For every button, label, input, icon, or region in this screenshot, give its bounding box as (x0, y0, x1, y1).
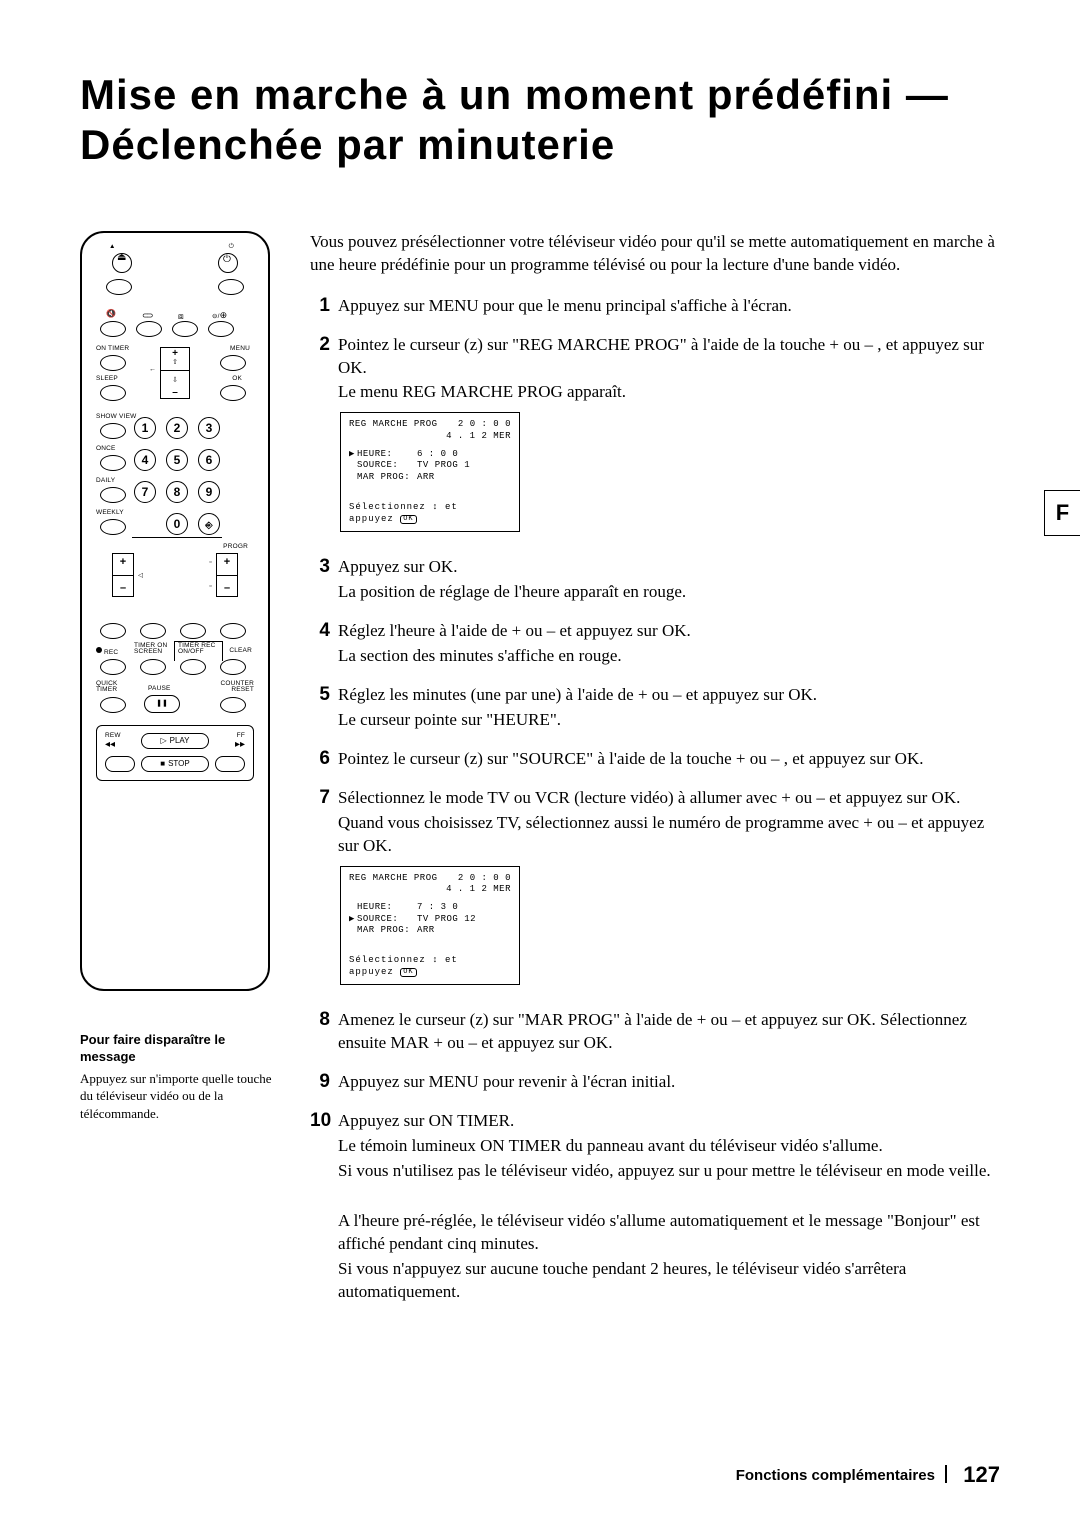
step-number: 10 (310, 1110, 338, 1306)
num-6: 6 (198, 449, 220, 471)
step-number: 6 (310, 748, 338, 773)
volume-rocker: + – (112, 553, 134, 597)
sleep-button (100, 385, 126, 401)
step-body: Appuyez sur ON TIMER.Le témoin lumineux … (338, 1110, 1000, 1306)
osd-screen: REG MARCHE PROG2 0 : 0 04 . 1 2 MERHEURE… (340, 866, 520, 986)
section-tab: F (1044, 490, 1080, 536)
play-button: ▷ PLAY (141, 733, 209, 749)
note-body: Appuyez sur n'importe quelle touche du t… (80, 1070, 280, 1123)
step-body: Appuyez sur MENU pour que le menu princi… (338, 295, 1000, 320)
ff-button (215, 756, 245, 772)
step-5: 5Réglez les minutes (une par une) à l'ai… (310, 684, 1000, 734)
step-body: Sélectionnez le mode TV ou VCR (lecture … (338, 787, 1000, 996)
eject-button (112, 253, 132, 273)
step-body: Pointez le curseur (z) sur "REG MARCHE P… (338, 334, 1000, 543)
menu-button (220, 355, 246, 371)
rec-button (100, 659, 126, 675)
input-button (208, 321, 234, 337)
on-timer-button (100, 355, 126, 371)
num7-oval (100, 487, 126, 503)
num-1: 1 (134, 417, 156, 439)
step-body: Amenez le curseur (z) sur "MAR PROG" à l… (338, 1009, 1000, 1057)
footer-page-number: 127 (963, 1462, 1000, 1487)
num0-oval (100, 519, 126, 535)
dpad: + ⇧ ← ⇩ – (160, 347, 190, 399)
steps-list: 1Appuyez sur MENU pour que le menu princ… (310, 295, 1000, 1306)
footer-section: Fonctions complémentaires (736, 1467, 935, 1484)
progr-rocker: + – (216, 553, 238, 597)
num4-oval (100, 455, 126, 471)
intro-text: Vous pouvez présélectionner votre télévi… (310, 231, 1000, 277)
step-2: 2Pointez le curseur (z) sur "REG MARCHE … (310, 334, 1000, 543)
step-number: 7 (310, 787, 338, 996)
rew-button (105, 756, 135, 772)
wide-button (172, 321, 198, 337)
power-oval (218, 279, 244, 295)
mute-button (100, 321, 126, 337)
note: Pour faire disparaître le message Appuye… (80, 1031, 280, 1123)
remote-illustration: ▲ ⏻ ⊖/ ON TIMER MENU + ⇧ ← ⇩ (80, 231, 270, 991)
osd-screen: REG MARCHE PROG2 0 : 0 04 . 1 2 MER▶HEUR… (340, 412, 520, 532)
pause-button: ❚❚ (144, 695, 180, 713)
step-7: 7Sélectionnez le mode TV ou VCR (lecture… (310, 787, 1000, 996)
num-3: 3 (198, 417, 220, 439)
eject-oval (106, 279, 132, 295)
num-9: 9 (198, 481, 220, 503)
page-footer: Fonctions complémentaires 127 (736, 1462, 1000, 1488)
step-body: Pointez le curseur (z) sur "SOURCE" à l'… (338, 748, 1000, 773)
step-4: 4Réglez l'heure à l'aide de + ou – et ap… (310, 620, 1000, 670)
transport-block: REW◂◂ ▷ PLAY FF▸▸ ■ STOP (96, 725, 254, 781)
ok-button (220, 385, 246, 401)
step-3: 3Appuyez sur OK.La position de réglage d… (310, 556, 1000, 606)
num-5: 5 (166, 449, 188, 471)
step-number: 3 (310, 556, 338, 606)
step-body: Réglez l'heure à l'aide de + ou – et app… (338, 620, 1000, 670)
step-body: Appuyez sur MENU pour revenir à l'écran … (338, 1071, 1000, 1096)
num-4: 4 (134, 449, 156, 471)
step-number: 8 (310, 1009, 338, 1057)
page-title: Mise en marche à un moment prédéfini — D… (80, 70, 1000, 171)
num-8: 8 (166, 481, 188, 503)
step-6: 6Pointez le curseur (z) sur "SOURCE" à l… (310, 748, 1000, 773)
step-number: 1 (310, 295, 338, 320)
step-number: 4 (310, 620, 338, 670)
step-number: 5 (310, 684, 338, 734)
step-number: 2 (310, 334, 338, 543)
step-9: 9Appuyez sur MENU pour revenir à l'écran… (310, 1071, 1000, 1096)
num-0: 0 (166, 513, 188, 535)
enter-button (198, 513, 220, 535)
stop-button: ■ STOP (141, 756, 209, 772)
step-body: Appuyez sur OK.La position de réglage de… (338, 556, 1000, 606)
num1-oval (100, 423, 126, 439)
step-body: Réglez les minutes (une par une) à l'aid… (338, 684, 1000, 734)
note-title: Pour faire disparaître le message (80, 1031, 280, 1066)
tv-button (136, 321, 162, 337)
step-8: 8Amenez le curseur (z) sur "MAR PROG" à … (310, 1009, 1000, 1057)
num-7: 7 (134, 481, 156, 503)
num-2: 2 (166, 417, 188, 439)
step-1: 1Appuyez sur MENU pour que le menu princ… (310, 295, 1000, 320)
step-number: 9 (310, 1071, 338, 1096)
step-10: 10Appuyez sur ON TIMER.Le témoin lumineu… (310, 1110, 1000, 1306)
power-button (218, 253, 238, 273)
